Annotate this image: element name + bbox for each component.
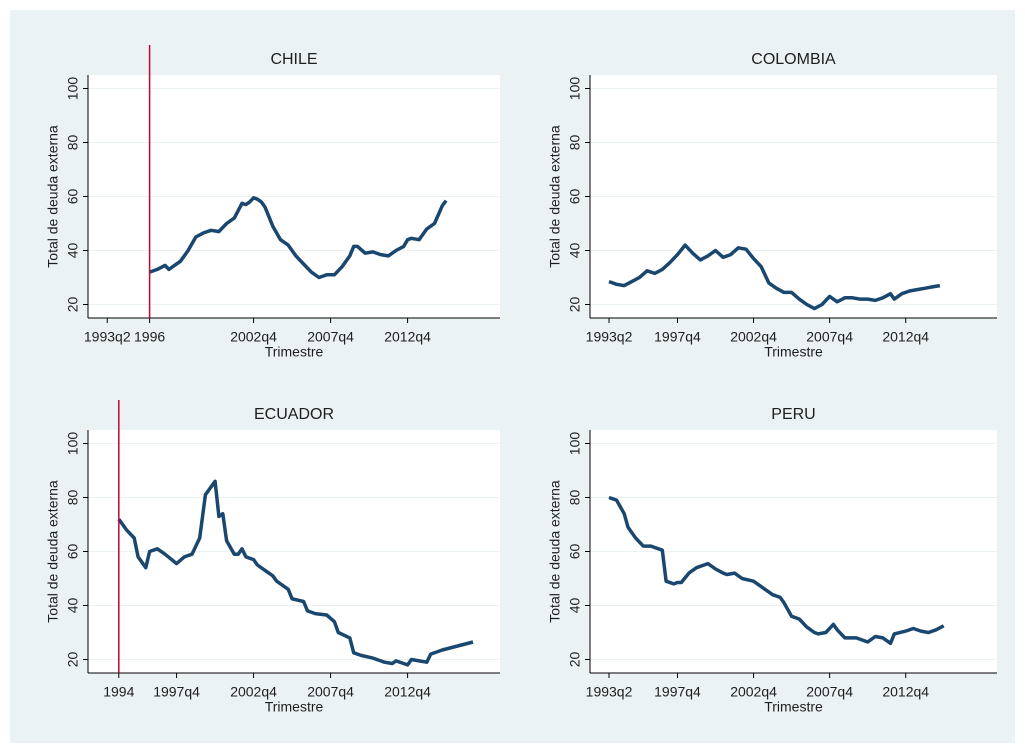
y-tick-label: 60 — [65, 189, 81, 205]
y-tick-label: 100 — [567, 432, 583, 456]
data-line — [149, 196, 448, 280]
x-tick-label: 2002q4 — [730, 329, 777, 345]
y-tick-label: 20 — [65, 652, 81, 668]
x-tick-label: 1997q4 — [654, 329, 701, 345]
x-tick-label: 2012q4 — [882, 684, 929, 700]
y-axis-title: Total de deuda externa — [45, 480, 61, 623]
data-line — [608, 495, 945, 646]
panel-title: CHILE — [270, 51, 317, 68]
y-tick-label: 20 — [567, 652, 583, 668]
x-tick-label: 1994 — [103, 684, 134, 700]
y-tick-label: 100 — [65, 77, 81, 101]
y-tick-label: 60 — [567, 189, 583, 205]
y-axis-title: Total de deuda externa — [45, 125, 61, 268]
y-tick-label: 80 — [567, 490, 583, 506]
panel-title: PERU — [771, 406, 815, 423]
y-axis-title: Total de deuda externa — [547, 125, 563, 268]
y-tick-label: 20 — [567, 297, 583, 313]
x-tick-label: 1997q4 — [153, 684, 200, 700]
x-tick-label: 1993q2 — [586, 684, 633, 700]
y-tick-label: 100 — [567, 77, 583, 101]
x-tick-label: 2012q4 — [384, 329, 431, 345]
y-tick-label: 60 — [65, 544, 81, 560]
y-tick-label: 80 — [65, 135, 81, 151]
panel-title: ECUADOR — [254, 406, 334, 423]
y-tick-label: 40 — [65, 243, 81, 259]
x-tick-label: 2012q4 — [882, 329, 929, 345]
x-tick-label: 2012q4 — [384, 684, 431, 700]
y-tick-label: 100 — [65, 432, 81, 456]
x-axis-title: Trimestre — [764, 699, 823, 715]
x-tick-label: 2007q4 — [806, 329, 853, 345]
data-line — [117, 479, 474, 667]
x-tick-label: 2002q4 — [230, 684, 277, 700]
y-tick-label: 40 — [65, 598, 81, 614]
x-tick-label: 1993q2 — [84, 329, 131, 345]
x-axis-title: Trimestre — [764, 344, 823, 360]
x-tick-label: 1993q2 — [586, 329, 633, 345]
x-tick-label: 1997q4 — [654, 684, 701, 700]
y-tick-label: 80 — [65, 490, 81, 506]
y-tick-label: 40 — [567, 243, 583, 259]
y-tick-label: 80 — [567, 135, 583, 151]
y-axis-title: Total de deuda externa — [547, 480, 563, 623]
x-axis-title: Trimestre — [265, 699, 324, 715]
x-tick-label: 2007q4 — [307, 329, 354, 345]
y-tick-label: 40 — [567, 598, 583, 614]
x-axis-title: Trimestre — [265, 344, 324, 360]
x-tick-label: 2007q4 — [806, 684, 853, 700]
x-tick-label: 2002q4 — [730, 684, 777, 700]
y-tick-label: 60 — [567, 544, 583, 560]
x-tick-label: 2002q4 — [230, 329, 277, 345]
data-line — [608, 243, 941, 311]
y-tick-label: 20 — [65, 297, 81, 313]
x-tick-label: 1996 — [134, 329, 165, 345]
panel-title: COLOMBIA — [751, 51, 836, 68]
x-tick-label: 2007q4 — [307, 684, 354, 700]
